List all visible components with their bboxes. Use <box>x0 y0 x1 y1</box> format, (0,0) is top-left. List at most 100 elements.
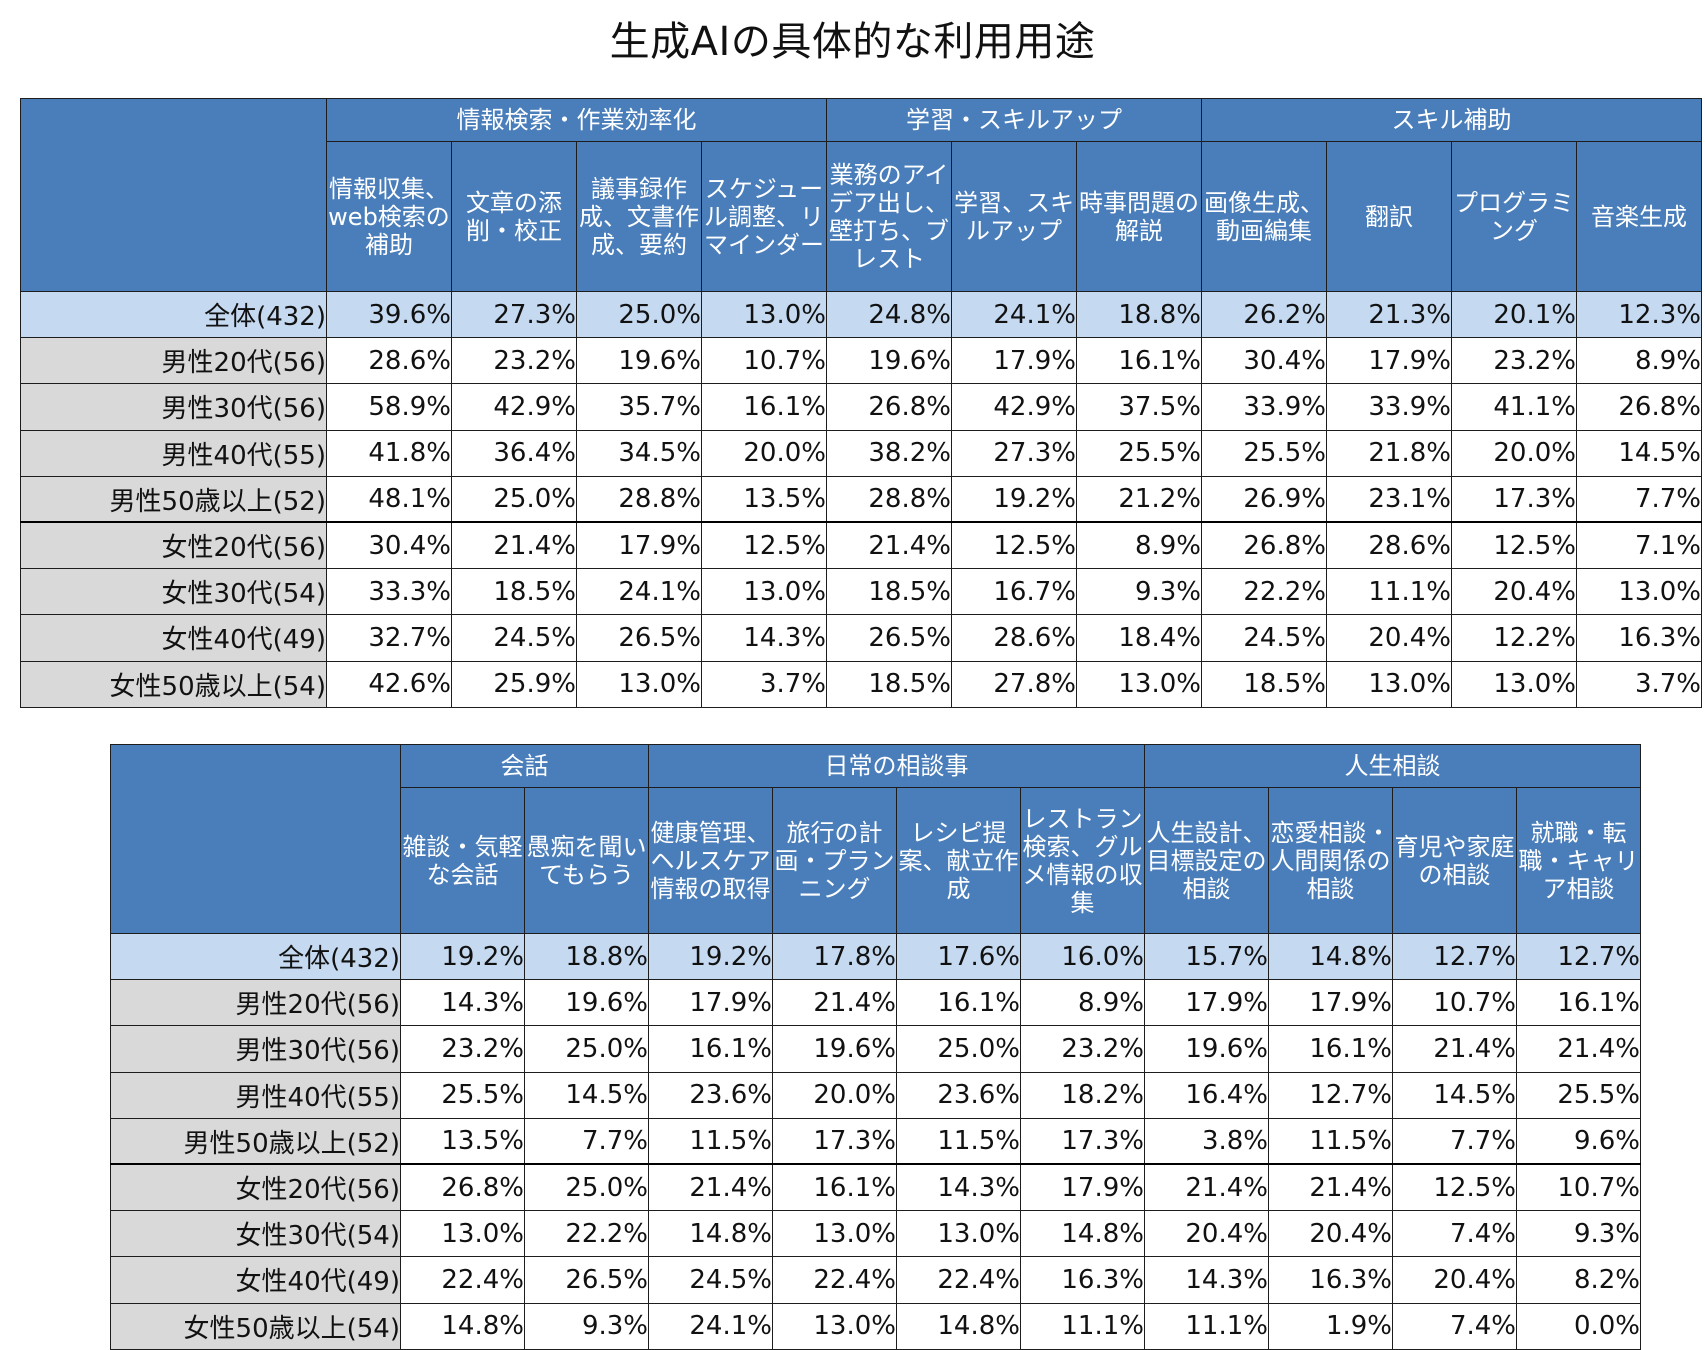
value-cell: 32.7% <box>326 614 452 662</box>
row-label: 男性30代(56) <box>20 383 327 431</box>
value-cell: 19.2% <box>400 932 525 981</box>
value-cell: 24.1% <box>951 290 1077 339</box>
value-cell: 11.5% <box>648 1117 773 1165</box>
table-row: 女性20代(56) 30.4% 21.4% 17.9% 12.5% 21.4% 12.5% 8… <box>20 521 1702 570</box>
table-row: 男性20代(56) 28.6% 23.2% 19.6% 10.7% 19.6% 17.9% 1… <box>20 337 1702 385</box>
column-header: 雑談・気軽な会話 <box>400 787 525 934</box>
column-header-row: 雑談・気軽な会話 愚痴を聞いてもらう 健康管理、ヘルスケア情報の取得 旅行の計画・プラ… <box>111 787 1641 934</box>
value-cell: 16.1% <box>896 979 1021 1027</box>
value-cell: 14.5% <box>524 1071 649 1119</box>
value-cell: 25.0% <box>451 475 577 523</box>
value-cell: 13.0% <box>400 1210 525 1258</box>
value-cell: 19.6% <box>772 1025 897 1073</box>
row-label: 男性50歳以上(52) <box>20 475 327 523</box>
value-cell: 23.6% <box>648 1071 773 1119</box>
value-cell: 16.3% <box>1268 1256 1393 1304</box>
value-cell: 16.7% <box>951 568 1077 616</box>
value-cell: 26.9% <box>1201 475 1327 523</box>
value-cell: 18.8% <box>524 932 649 981</box>
value-cell: 7.4% <box>1392 1210 1517 1258</box>
column-header: 業務のアイデア出し、壁打ち、ブレスト <box>826 141 952 292</box>
value-cell: 39.6% <box>326 290 452 339</box>
value-cell: 25.0% <box>524 1163 649 1212</box>
value-cell: 13.0% <box>576 660 702 708</box>
value-cell: 9.3% <box>1516 1210 1641 1258</box>
value-cell: 17.9% <box>648 979 773 1027</box>
value-cell: 3.8% <box>1144 1117 1269 1165</box>
value-cell: 12.3% <box>1576 290 1702 339</box>
value-cell: 25.5% <box>1076 429 1202 477</box>
value-cell: 26.8% <box>1201 521 1327 570</box>
value-cell: 27.3% <box>451 290 577 339</box>
column-header: 健康管理、ヘルスケア情報の取得 <box>648 787 773 934</box>
table-row: 男性40代(55) 41.8% 36.4% 34.5% 20.0% 38.2% 27.3% 2… <box>20 429 1702 477</box>
value-cell: 25.5% <box>1201 429 1327 477</box>
value-cell: 26.8% <box>826 383 952 431</box>
value-cell: 16.1% <box>648 1025 773 1073</box>
table-row: 女性50歳以上(54) 42.6% 25.9% 13.0% 3.7% 18.5% 27.8%… <box>20 660 1702 708</box>
value-cell: 19.2% <box>648 932 773 981</box>
group-header-row: 情報検索・作業効率化 学習・スキルアップ スキル補助 <box>20 98 1702 292</box>
value-cell: 20.4% <box>1392 1256 1517 1304</box>
value-cell: 28.6% <box>951 614 1077 662</box>
value-cell: 18.4% <box>1076 614 1202 662</box>
value-cell: 16.4% <box>1144 1071 1269 1119</box>
table-row: 男性20代(56) 14.3% 19.6% 17.9% 21.4% 16.1% 8.9% 17… <box>110 979 1641 1027</box>
value-cell: 13.0% <box>1326 660 1452 708</box>
value-cell: 10.7% <box>1392 979 1517 1027</box>
value-cell: 21.4% <box>1392 1025 1517 1073</box>
value-cell: 12.5% <box>701 521 827 570</box>
table-row: 男性30代(56) 23.2% 25.0% 16.1% 19.6% 25.0% 23.2% 1… <box>110 1025 1641 1073</box>
value-cell: 11.1% <box>1144 1302 1269 1350</box>
value-cell: 25.0% <box>896 1025 1021 1073</box>
value-cell: 42.9% <box>951 383 1077 431</box>
value-cell: 12.7% <box>1268 1071 1393 1119</box>
table-row: 女性30代(54) 33.3% 18.5% 24.1% 13.0% 18.5% 16.7% 9… <box>20 568 1702 616</box>
value-cell: 10.7% <box>701 337 827 385</box>
column-header: 時事問題の解説 <box>1076 141 1202 292</box>
value-cell: 16.1% <box>772 1163 897 1212</box>
value-cell: 25.5% <box>400 1071 525 1119</box>
value-cell: 48.1% <box>326 475 452 523</box>
value-cell: 19.6% <box>576 337 702 385</box>
value-cell: 33.9% <box>1326 383 1452 431</box>
row-label: 女性20代(56) <box>20 521 327 570</box>
value-cell: 20.4% <box>1144 1210 1269 1258</box>
value-cell: 13.5% <box>400 1117 525 1165</box>
value-cell: 16.0% <box>1020 932 1145 981</box>
value-cell: 13.0% <box>701 568 827 616</box>
table-row: 女性30代(54) 13.0% 22.2% 14.8% 13.0% 13.0% 14.8% 2… <box>110 1210 1641 1258</box>
value-cell: 25.5% <box>1516 1071 1641 1119</box>
row-label: 女性30代(54) <box>20 568 327 616</box>
value-cell: 21.3% <box>1326 290 1452 339</box>
value-cell: 14.3% <box>701 614 827 662</box>
value-cell: 25.0% <box>524 1025 649 1073</box>
value-cell: 16.1% <box>1076 337 1202 385</box>
value-cell: 35.7% <box>576 383 702 431</box>
value-cell: 22.4% <box>896 1256 1021 1304</box>
value-cell: 13.0% <box>772 1210 897 1258</box>
value-cell: 27.8% <box>951 660 1077 708</box>
value-cell: 23.1% <box>1326 475 1452 523</box>
value-cell: 30.4% <box>326 521 452 570</box>
value-cell: 11.5% <box>1268 1117 1393 1165</box>
value-cell: 10.7% <box>1516 1163 1641 1212</box>
value-cell: 38.2% <box>826 429 952 477</box>
value-cell: 7.7% <box>524 1117 649 1165</box>
value-cell: 16.1% <box>701 383 827 431</box>
value-cell: 20.0% <box>701 429 827 477</box>
value-cell: 17.9% <box>1268 979 1393 1027</box>
value-cell: 28.8% <box>826 475 952 523</box>
column-header: レシピ提案、献立作成 <box>896 787 1021 934</box>
row-label: 女性20代(56) <box>110 1163 401 1212</box>
table-row: 女性40代(49) 32.7% 24.5% 26.5% 14.3% 26.5% 28.6% 1… <box>20 614 1702 662</box>
value-cell: 25.0% <box>576 290 702 339</box>
column-header: スケジュール調整、リマインダー <box>701 141 827 292</box>
page-title: 生成AIの具体的な利用用途 <box>609 19 1096 65</box>
value-cell: 16.3% <box>1576 614 1702 662</box>
value-cell: 14.3% <box>400 979 525 1027</box>
group-header-row: 会話 日常の相談事 人生相談 <box>110 744 1641 934</box>
row-label: 全体(432) <box>110 932 401 981</box>
table-row: 男性40代(55) 25.5% 14.5% 23.6% 20.0% 23.6% 18.2% 1… <box>110 1071 1641 1119</box>
value-cell: 27.3% <box>951 429 1077 477</box>
